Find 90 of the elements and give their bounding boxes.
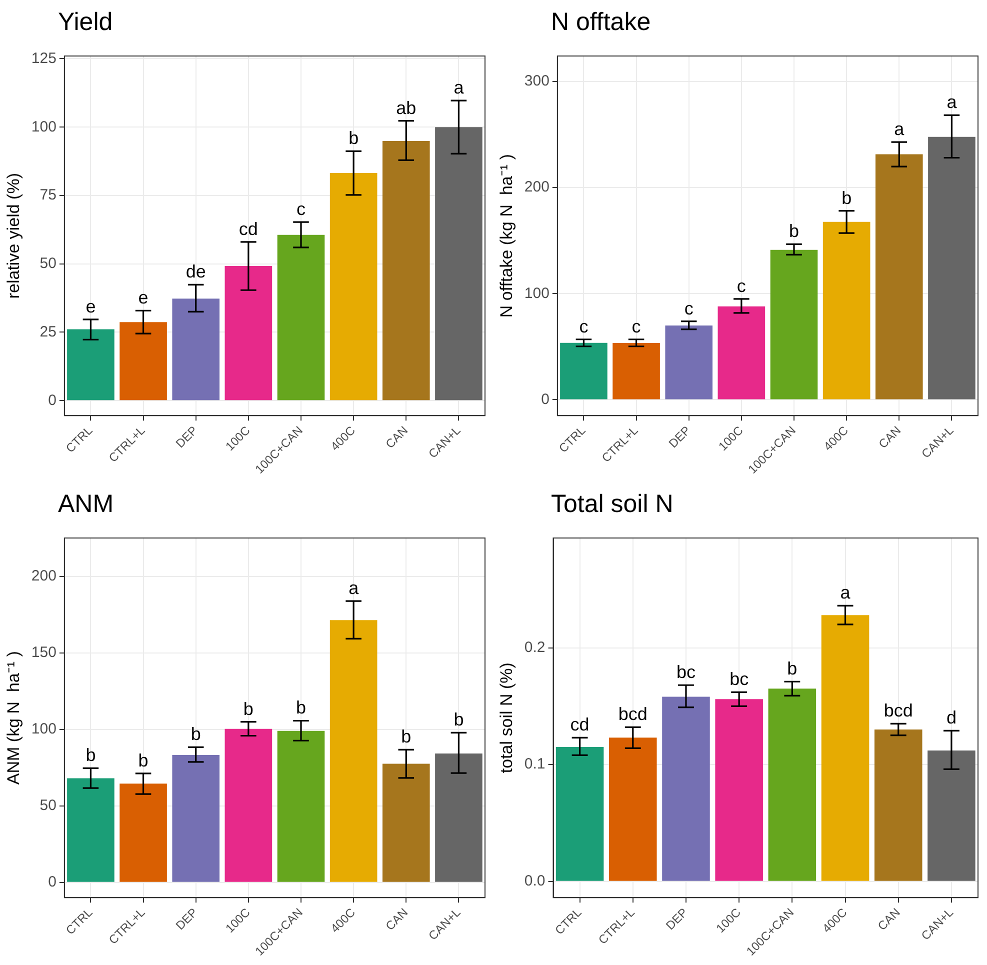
- y-tick-label: 0.1: [524, 756, 546, 773]
- annotation: c: [684, 298, 694, 318]
- y-tick-label: 50: [40, 255, 56, 272]
- annotation: bcd: [618, 704, 648, 724]
- y-tick-label: 300: [524, 72, 550, 90]
- y-axis-title: relative yield (%): [4, 173, 23, 299]
- annotation: a: [454, 78, 465, 98]
- annotation: a: [348, 578, 360, 598]
- y-tick-label: 125: [31, 50, 56, 67]
- bar: [435, 127, 482, 400]
- bar: [560, 342, 608, 400]
- bar: [715, 699, 763, 881]
- y-tick-label: 75: [40, 186, 56, 204]
- annotation: ab: [396, 98, 416, 118]
- annotation: b: [454, 710, 464, 730]
- chart-title: Yield: [58, 8, 113, 37]
- annotation: b: [842, 188, 852, 208]
- bar: [330, 173, 378, 400]
- chart-title: N offtake: [551, 8, 651, 37]
- bar: [874, 730, 922, 881]
- y-tick-label: 0: [48, 392, 56, 409]
- bar: [609, 738, 657, 881]
- y-tick-label: 50: [40, 796, 56, 814]
- y-tick-label: 100: [31, 118, 56, 136]
- bar: [172, 298, 220, 400]
- bar: [768, 688, 816, 881]
- annotation: c: [296, 198, 306, 219]
- y-axis-title: ANM (kg N ha⁻¹ ): [4, 651, 23, 785]
- annotation: a: [946, 92, 958, 112]
- annotation: c: [579, 316, 588, 336]
- annotation: bc: [730, 669, 749, 690]
- bar: [821, 615, 870, 881]
- annotation: b: [86, 745, 96, 766]
- bar: [224, 266, 272, 400]
- bar: [224, 728, 272, 882]
- annotation: cd: [238, 218, 258, 239]
- bar: [120, 322, 167, 400]
- annotation: c: [632, 316, 641, 336]
- y-axis-title: N offtake (kg N ha⁻¹ ): [496, 154, 516, 318]
- bar: [120, 784, 167, 882]
- bar: [382, 141, 430, 400]
- y-tick-label: 0.2: [524, 638, 546, 656]
- bar: [277, 730, 325, 882]
- bar: [556, 747, 604, 881]
- annotation: b: [190, 724, 201, 744]
- annotation: b: [788, 221, 800, 242]
- bar: [928, 136, 976, 400]
- y-tick-label: 150: [31, 644, 56, 661]
- annotation: d: [946, 708, 956, 728]
- annotation: a: [894, 119, 906, 140]
- bar: [277, 234, 325, 400]
- bar: [435, 753, 482, 882]
- y-tick-label: 25: [40, 323, 56, 340]
- annotation: b: [401, 726, 412, 747]
- annotation: b: [348, 128, 359, 148]
- y-tick-label: 0: [48, 874, 56, 890]
- bar: [330, 620, 378, 882]
- annotation: b: [787, 658, 798, 679]
- bar: [928, 750, 976, 881]
- annotation: bc: [676, 662, 696, 682]
- bar: [665, 325, 713, 400]
- annotation: e: [138, 288, 148, 308]
- annotation: b: [296, 698, 306, 718]
- annotation: bcd: [884, 700, 913, 721]
- y-tick-label: 0: [541, 390, 550, 408]
- chart-title: Total soil N: [551, 490, 674, 519]
- annotation: a: [840, 582, 852, 603]
- annotation: e: [86, 296, 96, 316]
- bar: [382, 764, 430, 882]
- y-tick-label: 0.0: [524, 872, 546, 890]
- y-tick-label: 100: [524, 284, 550, 302]
- bar: [67, 778, 114, 882]
- y-axis-title: total soil N (%): [496, 662, 516, 774]
- y-tick-label: 100: [31, 720, 56, 738]
- bar: [67, 329, 114, 400]
- annotation: b: [243, 698, 254, 719]
- chart-title: ANM: [58, 490, 114, 519]
- bar: [770, 250, 818, 400]
- annotation: c: [736, 276, 746, 296]
- y-tick-label: 200: [31, 567, 56, 584]
- y-tick-label: 200: [524, 178, 550, 196]
- annotation: b: [138, 750, 148, 770]
- bar: [662, 696, 710, 881]
- bar: [822, 222, 870, 400]
- annotation: cd: [570, 714, 590, 735]
- bar: [172, 755, 220, 882]
- bar: [875, 154, 923, 400]
- bar: [612, 342, 660, 400]
- bar: [718, 306, 766, 400]
- annotation: de: [186, 262, 206, 282]
